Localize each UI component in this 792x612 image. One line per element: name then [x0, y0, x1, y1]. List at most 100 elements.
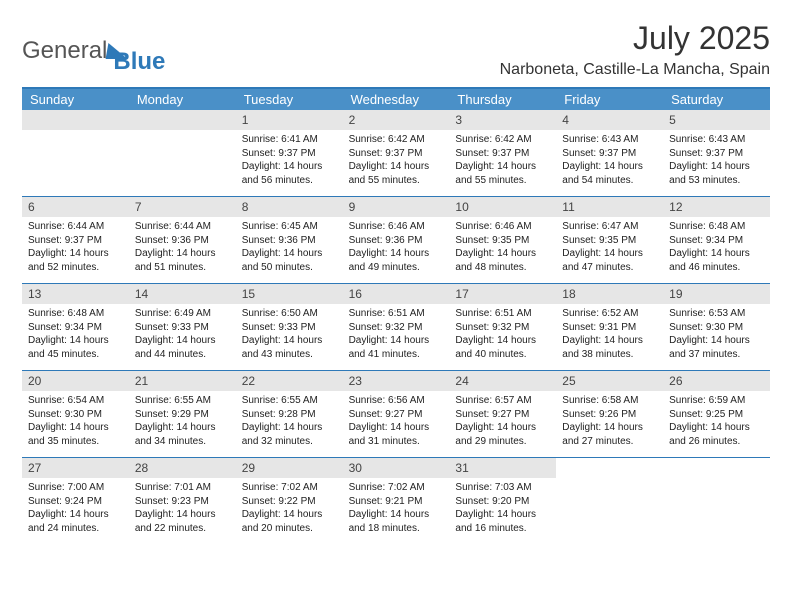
cell-body: Sunrise: 7:01 AMSunset: 9:23 PMDaylight:… — [129, 478, 236, 539]
location-text: Narboneta, Castille-La Mancha, Spain — [500, 61, 770, 79]
cell-body: Sunrise: 6:58 AMSunset: 9:26 PMDaylight:… — [556, 391, 663, 452]
cell-body: Sunrise: 7:02 AMSunset: 9:21 PMDaylight:… — [343, 478, 450, 539]
sunset-line: Sunset: 9:36 PM — [135, 234, 230, 248]
sunrise-line: Sunrise: 6:47 AM — [562, 220, 657, 234]
cell-date-number: 19 — [663, 284, 770, 304]
cell-date-number: 16 — [343, 284, 450, 304]
daylight-line: Daylight: 14 hours and 31 minutes. — [349, 421, 444, 448]
sunset-line: Sunset: 9:25 PM — [669, 408, 764, 422]
cell-body: Sunrise: 6:42 AMSunset: 9:37 PMDaylight:… — [449, 130, 556, 191]
cell-body: Sunrise: 6:47 AMSunset: 9:35 PMDaylight:… — [556, 217, 663, 278]
cell-body: Sunrise: 6:51 AMSunset: 9:32 PMDaylight:… — [449, 304, 556, 365]
sunrise-line: Sunrise: 7:02 AM — [242, 481, 337, 495]
cell-date-number: 22 — [236, 371, 343, 391]
sunrise-line: Sunrise: 6:55 AM — [135, 394, 230, 408]
month-title: July 2025 — [500, 20, 770, 57]
sunset-line: Sunset: 9:29 PM — [135, 408, 230, 422]
sunrise-line: Sunrise: 6:51 AM — [455, 307, 550, 321]
cell-body: Sunrise: 6:54 AMSunset: 9:30 PMDaylight:… — [22, 391, 129, 452]
daylight-line: Daylight: 14 hours and 26 minutes. — [669, 421, 764, 448]
calendar-cell: 30Sunrise: 7:02 AMSunset: 9:21 PMDayligh… — [343, 458, 450, 544]
sunrise-line: Sunrise: 7:02 AM — [349, 481, 444, 495]
cell-date-number: 26 — [663, 371, 770, 391]
calendar-week: 27Sunrise: 7:00 AMSunset: 9:24 PMDayligh… — [22, 457, 770, 544]
cell-date-number: 7 — [129, 197, 236, 217]
sunrise-line: Sunrise: 7:00 AM — [28, 481, 123, 495]
cell-body: Sunrise: 6:42 AMSunset: 9:37 PMDaylight:… — [343, 130, 450, 191]
sunrise-line: Sunrise: 7:03 AM — [455, 481, 550, 495]
calendar-cell: 11Sunrise: 6:47 AMSunset: 9:35 PMDayligh… — [556, 197, 663, 283]
calendar-cell: 23Sunrise: 6:56 AMSunset: 9:27 PMDayligh… — [343, 371, 450, 457]
calendar-cell: 24Sunrise: 6:57 AMSunset: 9:27 PMDayligh… — [449, 371, 556, 457]
brand-text-1: General — [22, 37, 107, 65]
sunset-line: Sunset: 9:32 PM — [455, 321, 550, 335]
day-header-cell: Wednesday — [343, 89, 450, 110]
cell-date-number: 5 — [663, 110, 770, 130]
cell-date-number: 30 — [343, 458, 450, 478]
sunrise-line: Sunrise: 6:53 AM — [669, 307, 764, 321]
sunrise-line: Sunrise: 7:01 AM — [135, 481, 230, 495]
calendar-cell — [663, 458, 770, 544]
calendar-cell — [556, 458, 663, 544]
cell-body: Sunrise: 6:44 AMSunset: 9:37 PMDaylight:… — [22, 217, 129, 278]
calendar-week: 20Sunrise: 6:54 AMSunset: 9:30 PMDayligh… — [22, 370, 770, 457]
daylight-line: Daylight: 14 hours and 53 minutes. — [669, 160, 764, 187]
calendar-cell — [22, 110, 129, 196]
sunset-line: Sunset: 9:34 PM — [669, 234, 764, 248]
sunset-line: Sunset: 9:27 PM — [455, 408, 550, 422]
calendar-cell: 19 Sunrise: 6:53 AMSunset: 9:30 PMDayligh… — [663, 284, 770, 370]
cell-body: Sunrise: 6:50 AMSunset: 9:33 PMDaylight:… — [236, 304, 343, 365]
sunset-line: Sunset: 9:22 PM — [242, 495, 337, 509]
daylight-line: Daylight: 14 hours and 41 minutes. — [349, 334, 444, 361]
calendar-cell: 18Sunrise: 6:52 AMSunset: 9:31 PMDayligh… — [556, 284, 663, 370]
sunrise-line: Sunrise: 6:42 AM — [349, 133, 444, 147]
calendar: SundayMondayTuesdayWednesdayThursdayFrid… — [22, 87, 770, 544]
cell-body: Sunrise: 6:48 AMSunset: 9:34 PMDaylight:… — [22, 304, 129, 365]
cell-date-number: 28 — [129, 458, 236, 478]
sunrise-line: Sunrise: 6:43 AM — [669, 133, 764, 147]
sunset-line: Sunset: 9:23 PM — [135, 495, 230, 509]
sunset-line: Sunset: 9:37 PM — [349, 147, 444, 161]
sunset-line: Sunset: 9:35 PM — [562, 234, 657, 248]
sunset-line: Sunset: 9:37 PM — [28, 234, 123, 248]
calendar-cell: 28Sunrise: 7:01 AMSunset: 9:23 PMDayligh… — [129, 458, 236, 544]
calendar-cell: 25Sunrise: 6:58 AMSunset: 9:26 PMDayligh… — [556, 371, 663, 457]
cell-date-number: 9 — [343, 197, 450, 217]
day-header-cell: Thursday — [449, 89, 556, 110]
day-header-cell: Saturday — [663, 89, 770, 110]
daylight-line: Daylight: 14 hours and 27 minutes. — [562, 421, 657, 448]
calendar-cell: 10Sunrise: 6:46 AMSunset: 9:35 PMDayligh… — [449, 197, 556, 283]
cell-date-number: 13 — [22, 284, 129, 304]
calendar-cell: 8Sunrise: 6:45 AMSunset: 9:36 PMDaylight… — [236, 197, 343, 283]
brand-logo: General Blue — [22, 26, 165, 76]
daylight-line: Daylight: 14 hours and 20 minutes. — [242, 508, 337, 535]
sunset-line: Sunset: 9:21 PM — [349, 495, 444, 509]
daylight-line: Daylight: 14 hours and 40 minutes. — [455, 334, 550, 361]
daylight-line: Daylight: 14 hours and 37 minutes. — [669, 334, 764, 361]
sunset-line: Sunset: 9:33 PM — [242, 321, 337, 335]
calendar-cell: 22Sunrise: 6:55 AMSunset: 9:28 PMDayligh… — [236, 371, 343, 457]
calendar-cell: 20Sunrise: 6:54 AMSunset: 9:30 PMDayligh… — [22, 371, 129, 457]
cell-date-number: 8 — [236, 197, 343, 217]
sunset-line: Sunset: 9:30 PM — [669, 321, 764, 335]
sunset-line: Sunset: 9:37 PM — [562, 147, 657, 161]
daylight-line: Daylight: 14 hours and 52 minutes. — [28, 247, 123, 274]
calendar-cell — [129, 110, 236, 196]
daylight-line: Daylight: 14 hours and 34 minutes. — [135, 421, 230, 448]
title-block: July 2025 Narboneta, Castille-La Mancha,… — [500, 20, 770, 79]
sunrise-line: Sunrise: 6:49 AM — [135, 307, 230, 321]
cell-body: Sunrise: 6:41 AMSunset: 9:37 PMDaylight:… — [236, 130, 343, 191]
cell-date-number: 20 — [22, 371, 129, 391]
daylight-line: Daylight: 14 hours and 48 minutes. — [455, 247, 550, 274]
daylight-line: Daylight: 14 hours and 49 minutes. — [349, 247, 444, 274]
sunset-line: Sunset: 9:28 PM — [242, 408, 337, 422]
daylight-line: Daylight: 14 hours and 45 minutes. — [28, 334, 123, 361]
cell-date-number: 11 — [556, 197, 663, 217]
calendar-cell: 9Sunrise: 6:46 AMSunset: 9:36 PMDaylight… — [343, 197, 450, 283]
sunset-line: Sunset: 9:36 PM — [242, 234, 337, 248]
daylight-line: Daylight: 14 hours and 46 minutes. — [669, 247, 764, 274]
sunrise-line: Sunrise: 6:42 AM — [455, 133, 550, 147]
sunrise-line: Sunrise: 6:45 AM — [242, 220, 337, 234]
sunrise-line: Sunrise: 6:44 AM — [28, 220, 123, 234]
cell-date-number: 21 — [129, 371, 236, 391]
